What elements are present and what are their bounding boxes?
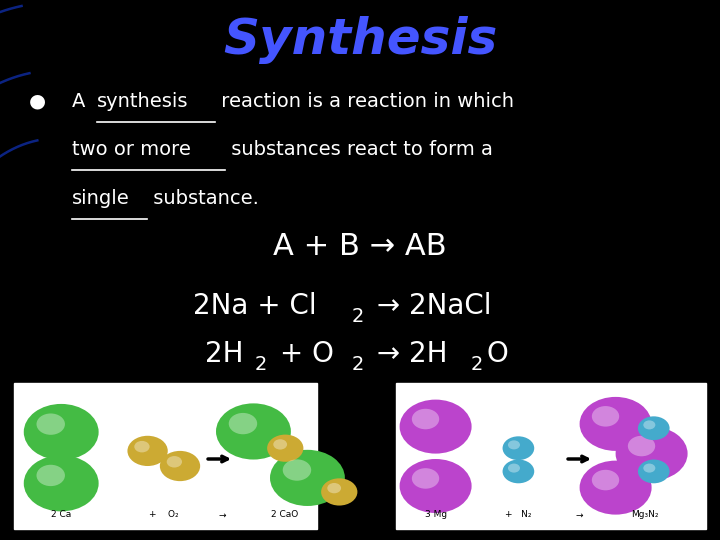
Circle shape bbox=[127, 436, 168, 466]
Circle shape bbox=[267, 435, 303, 462]
Circle shape bbox=[37, 414, 65, 435]
Text: →: → bbox=[576, 510, 583, 519]
Circle shape bbox=[616, 427, 688, 481]
Circle shape bbox=[328, 483, 341, 494]
Text: reaction is a reaction in which: reaction is a reaction in which bbox=[215, 92, 514, 111]
Text: A + B → AB: A + B → AB bbox=[273, 232, 447, 261]
Text: → 2NaCl: → 2NaCl bbox=[368, 292, 492, 320]
Circle shape bbox=[503, 460, 534, 483]
Circle shape bbox=[160, 451, 200, 481]
Text: A: A bbox=[72, 92, 91, 111]
Circle shape bbox=[592, 470, 619, 490]
Text: Mg₃N₂: Mg₃N₂ bbox=[631, 510, 658, 519]
Circle shape bbox=[412, 409, 439, 429]
Circle shape bbox=[24, 455, 99, 511]
Text: 2: 2 bbox=[352, 355, 364, 374]
Circle shape bbox=[24, 404, 99, 460]
Text: +    O₂: + O₂ bbox=[149, 510, 179, 519]
Circle shape bbox=[580, 461, 652, 515]
Text: 2: 2 bbox=[255, 355, 267, 374]
Circle shape bbox=[270, 450, 345, 506]
Text: + O: + O bbox=[271, 340, 334, 368]
Text: 2: 2 bbox=[471, 355, 483, 374]
FancyBboxPatch shape bbox=[396, 383, 706, 529]
Circle shape bbox=[643, 463, 655, 472]
Circle shape bbox=[628, 436, 655, 456]
Text: →: → bbox=[218, 510, 225, 519]
Circle shape bbox=[37, 465, 65, 486]
Circle shape bbox=[638, 460, 670, 483]
Text: → 2H: → 2H bbox=[368, 340, 448, 368]
Circle shape bbox=[400, 400, 472, 454]
Circle shape bbox=[216, 403, 291, 460]
Circle shape bbox=[283, 460, 311, 481]
Circle shape bbox=[580, 397, 652, 451]
Text: ●: ● bbox=[29, 92, 46, 111]
Text: single: single bbox=[72, 189, 130, 208]
Circle shape bbox=[638, 416, 670, 440]
Circle shape bbox=[508, 440, 520, 449]
FancyBboxPatch shape bbox=[14, 383, 317, 529]
Circle shape bbox=[643, 420, 655, 429]
Text: 2 CaO: 2 CaO bbox=[271, 510, 298, 519]
Circle shape bbox=[592, 406, 619, 427]
Circle shape bbox=[503, 436, 534, 460]
Text: 2: 2 bbox=[352, 307, 364, 326]
Text: Synthesis: Synthesis bbox=[223, 16, 497, 64]
Text: 3 Mg: 3 Mg bbox=[425, 510, 446, 519]
Text: synthesis: synthesis bbox=[97, 92, 189, 111]
Text: substances react to form a: substances react to form a bbox=[225, 140, 493, 159]
Circle shape bbox=[229, 413, 257, 434]
Circle shape bbox=[412, 468, 439, 489]
Circle shape bbox=[135, 441, 150, 453]
Text: 2H: 2H bbox=[205, 340, 244, 368]
Circle shape bbox=[274, 439, 287, 450]
Text: 2Na + Cl: 2Na + Cl bbox=[192, 292, 316, 320]
Text: 2 Ca: 2 Ca bbox=[51, 510, 71, 519]
Circle shape bbox=[321, 478, 357, 505]
Circle shape bbox=[167, 456, 182, 468]
Circle shape bbox=[508, 463, 520, 472]
Text: +   N₂: + N₂ bbox=[505, 510, 531, 519]
Text: O: O bbox=[487, 340, 508, 368]
Text: two or more: two or more bbox=[72, 140, 191, 159]
Circle shape bbox=[400, 459, 472, 513]
Text: substance.: substance. bbox=[146, 189, 258, 208]
